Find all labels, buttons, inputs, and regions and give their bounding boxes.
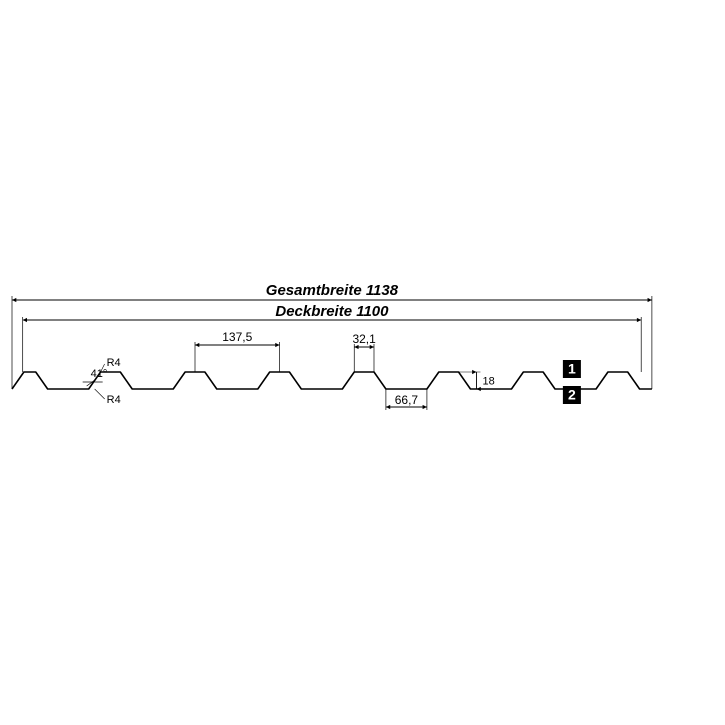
label-crest: 32,1 bbox=[352, 332, 376, 346]
label-pitch: 137,5 bbox=[222, 330, 252, 344]
badge-2-text: 2 bbox=[568, 387, 576, 403]
profile-cross-section bbox=[12, 372, 652, 389]
label-radius-top: R4 bbox=[107, 357, 121, 369]
technical-drawing: Gesamtbreite 1138 Deckbreite 1100 137,5 32,… bbox=[0, 0, 725, 725]
label-angle: 41° bbox=[91, 368, 108, 380]
label-height: 18 bbox=[482, 376, 494, 388]
label-trough: 66,7 bbox=[395, 393, 419, 407]
badge-1-text: 1 bbox=[568, 361, 576, 377]
label-radius-bottom: R4 bbox=[107, 394, 121, 406]
label-total-width: Gesamtbreite 1138 bbox=[266, 282, 399, 299]
label-cover-width: Deckbreite 1100 bbox=[275, 303, 389, 320]
leader-line bbox=[95, 389, 105, 399]
